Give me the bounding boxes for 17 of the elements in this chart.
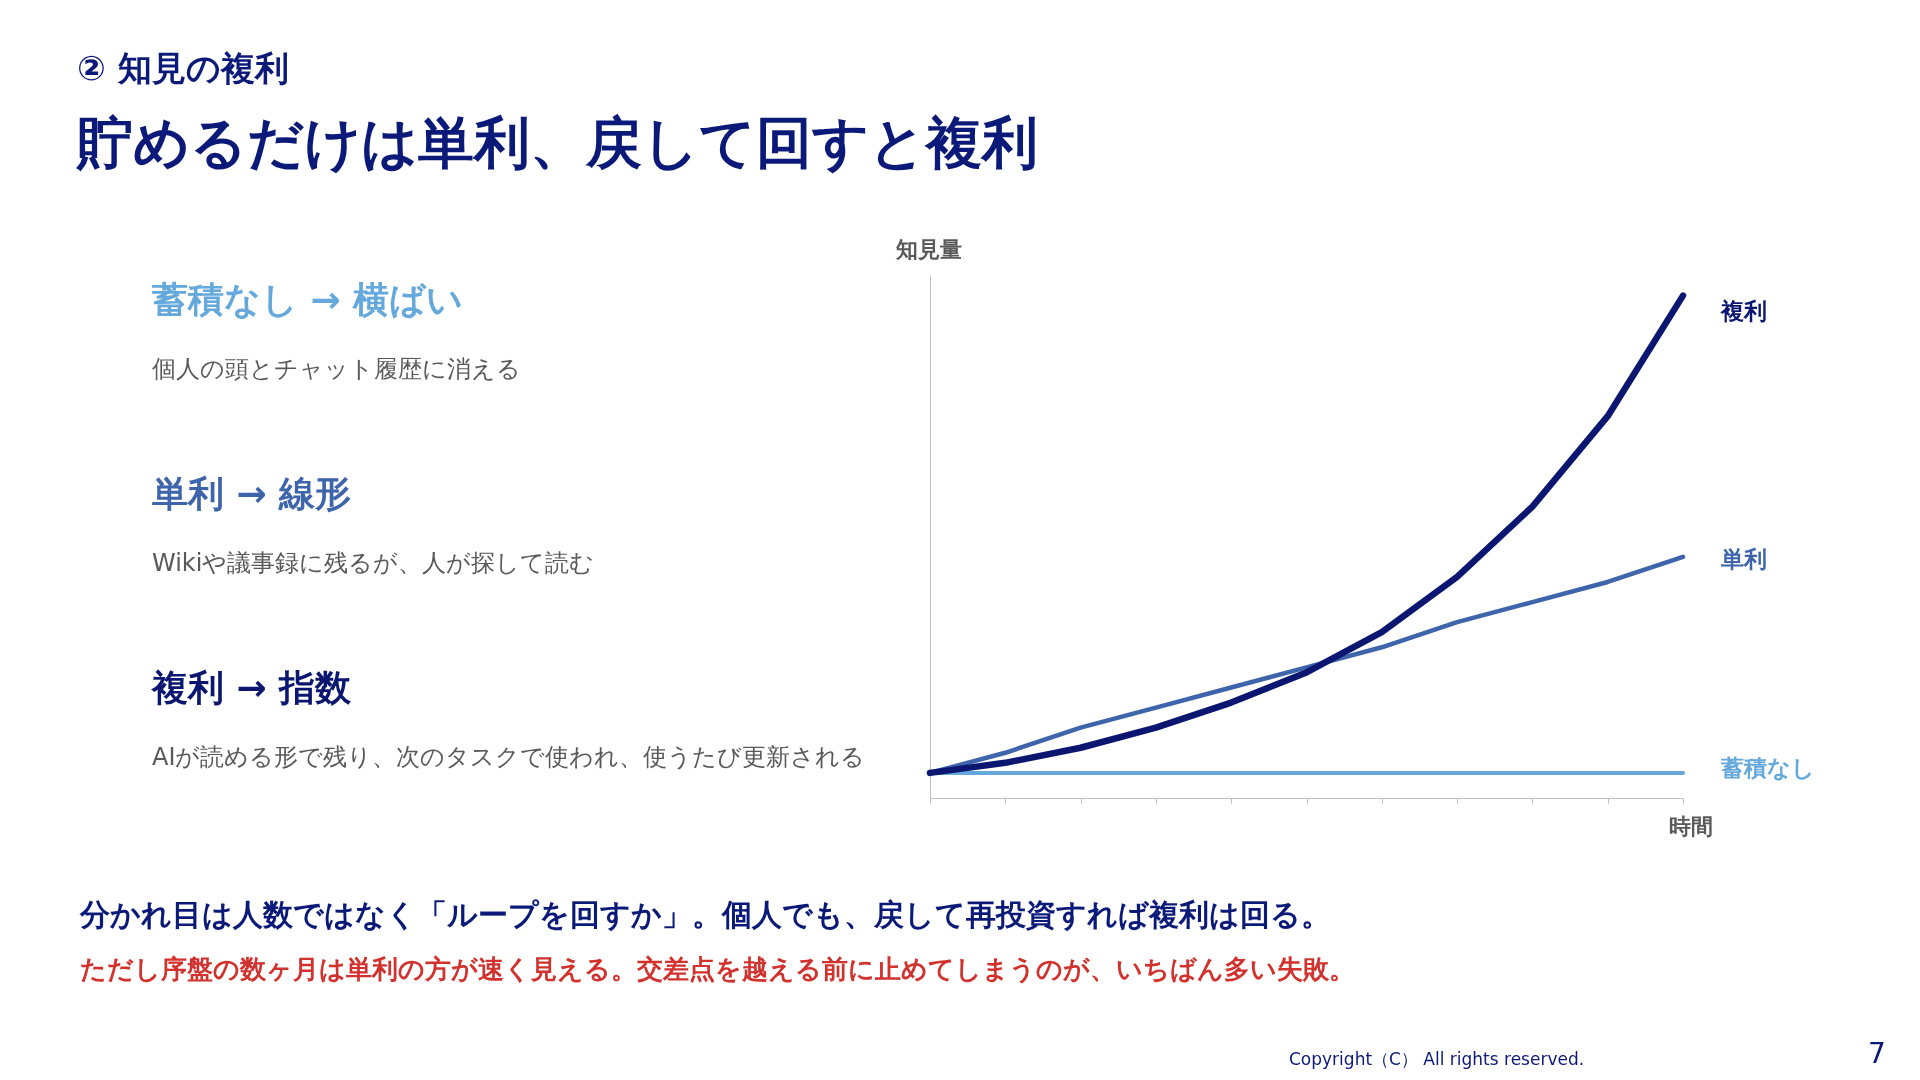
text: ただし序盤の数ヶ月は単利の方が速く見える。交差点を越える前に止めてしまうのが、いちばん多い失敗。 — [80, 954, 1355, 984]
text: Copyright（C） All rights reserved. — [1289, 1049, 1585, 1069]
text: 蓄積なし → 横ばい — [152, 279, 464, 320]
text: 7 — [1868, 1037, 1886, 1070]
text: Wikiや議事録に残るが、人が探して読む — [152, 549, 595, 577]
text: ② 知見の複利 — [77, 48, 289, 88]
text: 単利 → 線形 — [152, 473, 352, 514]
text: 分かれ目は人数ではなく「ループを回すか」。個人でも、戻して再投資すれば複利は回る。 — [79, 897, 1331, 932]
series-label: 単利 — [1720, 545, 1767, 572]
x-axis-title: 時間 — [1668, 813, 1713, 839]
series-label: 複利 — [1720, 297, 1767, 324]
y-axis-title: 知見量 — [894, 236, 962, 262]
series-label: 蓄積なし — [1720, 754, 1815, 781]
text: 複利 → 指数 — [150, 667, 353, 708]
chart-title: 貯めるだけは単利、戻して回すと複利 — [75, 110, 1038, 175]
text: AIが読める形で残り、次のタスクで使われ、使うたび更新される — [152, 743, 866, 771]
text: 個人の頭とチャット履歴に消える — [152, 355, 521, 383]
